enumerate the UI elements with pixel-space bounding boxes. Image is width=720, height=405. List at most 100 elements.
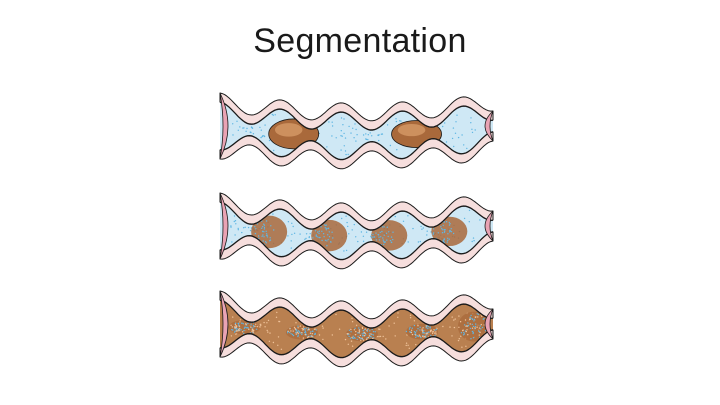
particle-dot xyxy=(379,231,381,233)
particle-dot xyxy=(370,333,372,335)
particle-dot xyxy=(379,328,381,330)
particle-dot xyxy=(231,329,233,331)
particle-dot xyxy=(358,327,360,329)
particle-dot xyxy=(449,326,451,328)
particle-dot xyxy=(326,240,328,242)
particle-dot xyxy=(371,328,373,331)
segmentation-diagram xyxy=(215,86,505,376)
particle-dot xyxy=(244,326,246,328)
particle-dot xyxy=(343,132,345,135)
particle-dot xyxy=(368,333,371,335)
particle-dot xyxy=(287,332,289,334)
particle-dot xyxy=(453,145,455,148)
particle-dot xyxy=(363,331,365,334)
particle-dot xyxy=(478,334,480,336)
particle-dot xyxy=(413,331,416,333)
particle-dot xyxy=(263,321,265,324)
particle-dot xyxy=(371,135,373,137)
particle-dot xyxy=(266,322,268,324)
particle-dot xyxy=(347,153,349,156)
particle-dot xyxy=(254,325,256,327)
particle-dot xyxy=(328,231,330,233)
particle-dot xyxy=(364,328,366,330)
particle-dot xyxy=(472,337,475,339)
particle-dot xyxy=(425,333,427,335)
particle-dot xyxy=(428,331,430,333)
particle-dot xyxy=(352,335,354,337)
particle-dot xyxy=(342,124,344,126)
particle-dot xyxy=(462,329,464,331)
particle-dot xyxy=(260,323,262,325)
particle-dot xyxy=(245,130,247,132)
segmentation-panel-mixed-chyme xyxy=(219,290,494,368)
particle-dot xyxy=(307,328,310,331)
particle-dot xyxy=(231,241,233,243)
particle-dot xyxy=(435,328,438,331)
particle-dot xyxy=(432,233,434,235)
particle-dot xyxy=(445,141,448,143)
particle-dot xyxy=(241,231,243,234)
particle-dot xyxy=(431,331,434,333)
particle-dot xyxy=(243,332,245,335)
particle-dot xyxy=(481,315,483,317)
particle-dot xyxy=(274,114,276,116)
particle-dot xyxy=(465,325,467,327)
particle-dot xyxy=(386,226,388,228)
upper-intestinal-wall xyxy=(219,290,494,329)
particle-dot xyxy=(256,325,258,328)
particle-dot xyxy=(405,344,407,347)
particle-dot xyxy=(388,325,390,327)
particle-dot xyxy=(422,227,424,229)
particle-dot xyxy=(407,241,409,243)
particle-dot xyxy=(297,332,299,334)
particle-dot xyxy=(364,334,367,336)
particle-dot xyxy=(367,138,369,141)
particle-dot xyxy=(269,237,271,239)
upper-membrane-line xyxy=(219,102,494,131)
particle-dot xyxy=(355,140,357,142)
particle-dot xyxy=(383,240,385,243)
particle-dot xyxy=(261,235,263,237)
particle-dot xyxy=(299,233,301,235)
particle-dot xyxy=(447,233,449,235)
particle-dot xyxy=(263,226,266,229)
particle-dot xyxy=(470,122,472,124)
particle-dot xyxy=(454,318,456,320)
particle-dot xyxy=(378,239,381,241)
particle-dot xyxy=(305,233,308,235)
particle-dot xyxy=(267,331,269,333)
particle-dot xyxy=(483,324,485,326)
left-tube-opening xyxy=(219,290,229,358)
upper-membrane-line xyxy=(219,300,494,329)
particle-dot xyxy=(331,231,333,233)
particle-dot xyxy=(350,328,352,331)
particle-dot xyxy=(351,229,353,231)
particle-dot xyxy=(301,333,303,336)
particle-dot xyxy=(363,335,366,337)
particle-dot xyxy=(470,338,472,340)
particle-dot xyxy=(328,236,331,238)
particle-dot xyxy=(231,326,233,328)
particle-dot xyxy=(445,221,448,223)
particle-dot xyxy=(310,331,312,333)
particle-dot xyxy=(263,135,265,137)
particle-dot xyxy=(370,235,372,237)
particle-dot xyxy=(289,328,291,330)
particle-dot xyxy=(321,230,323,232)
particle-dot xyxy=(429,329,432,332)
particle-dot xyxy=(469,323,471,325)
particle-dot xyxy=(417,325,419,327)
particle-dot xyxy=(467,322,469,324)
particle-dot xyxy=(433,228,435,230)
particle-dot xyxy=(331,135,333,137)
particle-dot xyxy=(343,250,345,252)
particle-dot xyxy=(268,139,271,142)
particle-dot xyxy=(451,316,453,318)
particle-dot xyxy=(434,332,436,334)
particle-dot xyxy=(346,333,348,335)
particle-dot xyxy=(261,227,263,229)
particle-dot xyxy=(454,132,457,134)
particle-dot xyxy=(272,213,274,215)
particle-dot xyxy=(232,316,234,318)
particle-dot xyxy=(348,233,350,235)
